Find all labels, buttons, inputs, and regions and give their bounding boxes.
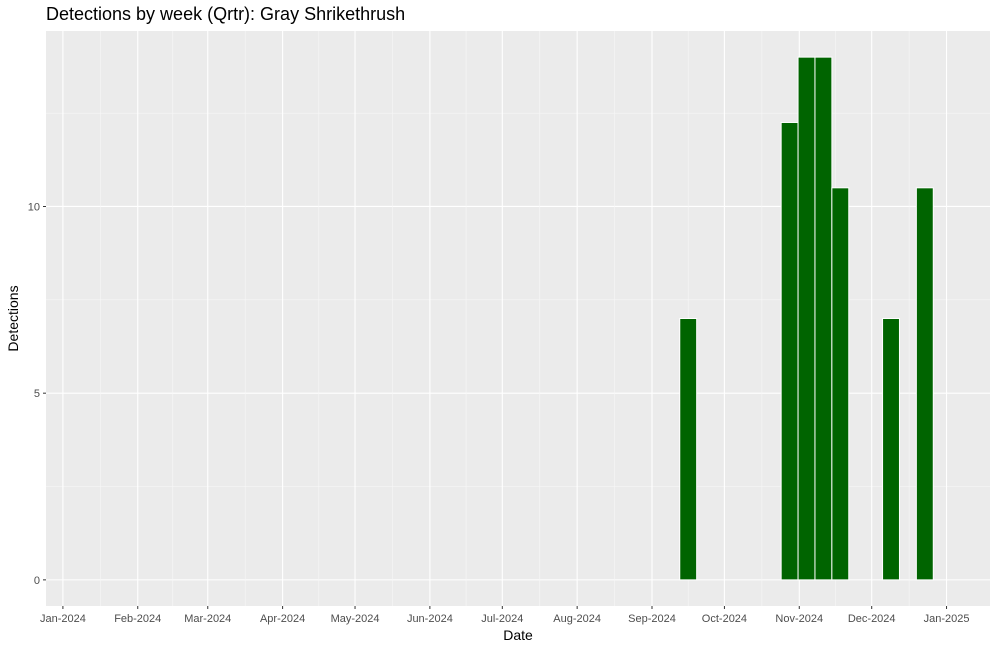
y-axis-title: Detections bbox=[5, 285, 21, 351]
x-tick-label: Jan-2024 bbox=[40, 613, 86, 625]
x-tick-label: Jan-2025 bbox=[924, 613, 970, 625]
bar bbox=[915, 187, 934, 581]
x-tick-label: Apr-2024 bbox=[260, 613, 305, 625]
chart-title: Detections by week (Qrtr): Gray Shriketh… bbox=[46, 4, 406, 24]
x-tick-layer: Jan-2024 Feb-2024 Mar-2024 Apr-2024 May-2024… bbox=[40, 606, 970, 625]
x-tick-label: Mar-2024 bbox=[184, 613, 231, 625]
bar bbox=[814, 56, 833, 581]
bar bbox=[797, 56, 816, 581]
x-tick-label: May-2024 bbox=[331, 613, 380, 625]
x-tick-label: Nov-2024 bbox=[775, 613, 823, 625]
y-tick-label: 5 bbox=[34, 388, 40, 400]
y-tick-layer: 0 5 10 bbox=[28, 201, 46, 587]
bar bbox=[882, 318, 900, 581]
bar bbox=[831, 187, 850, 581]
y-tick-label: 0 bbox=[34, 575, 40, 587]
grid-layer bbox=[46, 31, 990, 606]
y-tick-label: 10 bbox=[28, 201, 40, 213]
x-tick-label: Feb-2024 bbox=[114, 613, 161, 625]
x-tick-label: Jun-2024 bbox=[407, 613, 453, 625]
x-tick-label: Oct-2024 bbox=[702, 613, 747, 625]
x-axis-title: Date bbox=[503, 627, 533, 643]
x-tick-label: Aug-2024 bbox=[553, 613, 601, 625]
bar bbox=[679, 318, 698, 581]
bar-layer bbox=[679, 56, 934, 581]
x-tick-label: Dec-2024 bbox=[848, 613, 896, 625]
bar bbox=[780, 121, 799, 581]
x-tick-label: Jul-2024 bbox=[481, 613, 523, 625]
x-tick-label: Sep-2024 bbox=[628, 613, 676, 625]
